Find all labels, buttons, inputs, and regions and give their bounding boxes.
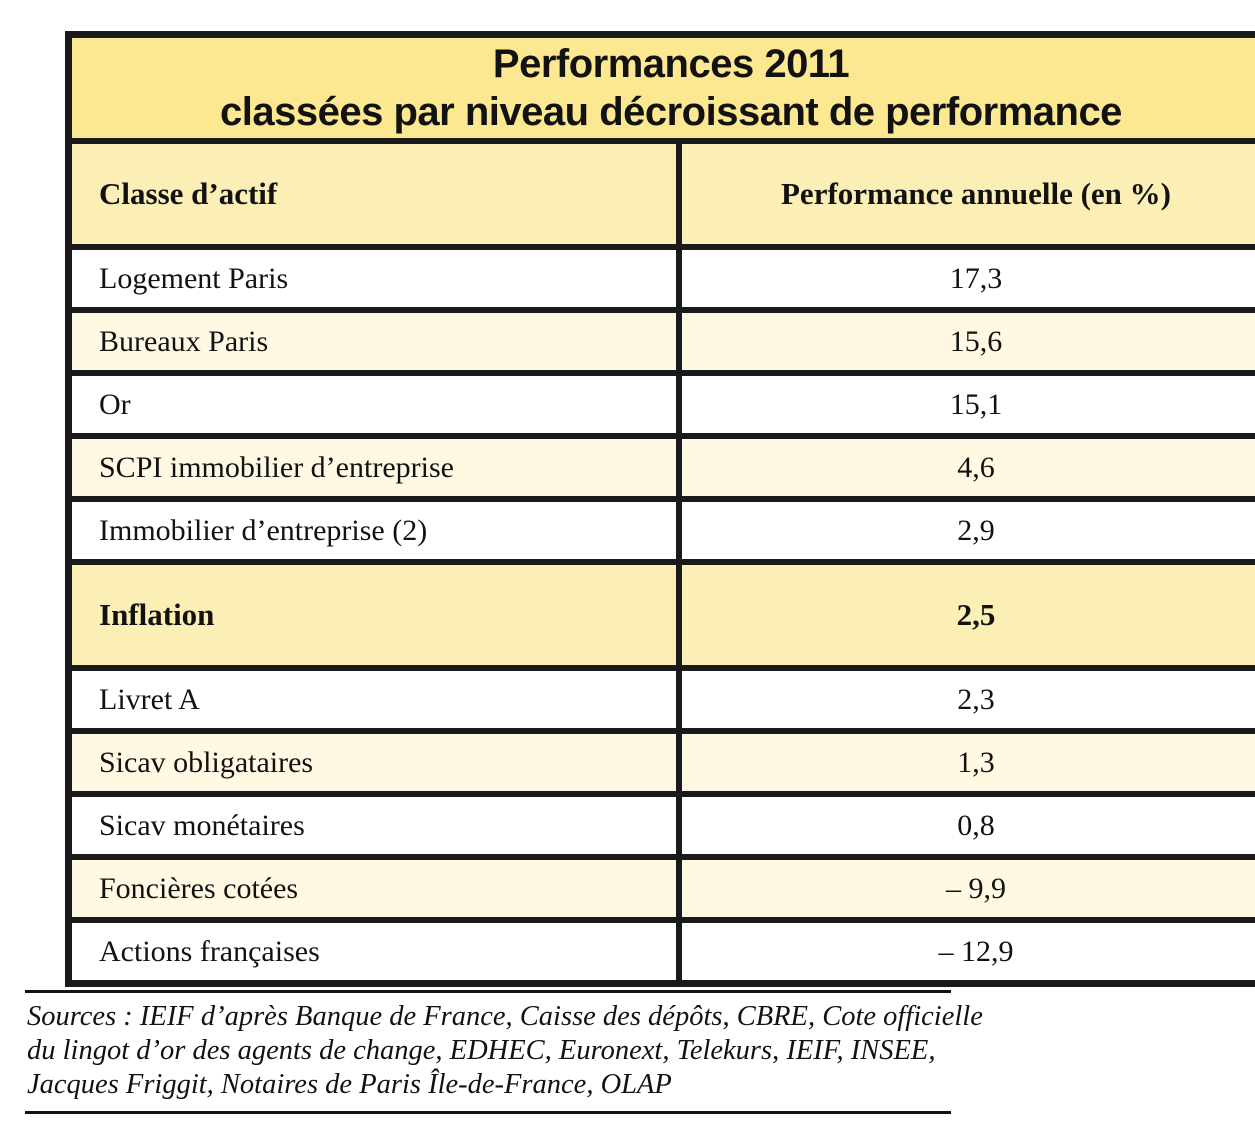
table-body: Logement Paris 17,3 Bureaux Paris 15,6 O… [72, 244, 1255, 980]
table-title-line1: Performances 2011 [492, 42, 850, 86]
table-header-row: Classe d’actif Performance annuelle (en … [72, 138, 1255, 244]
performance-value-cell: 2,9 [957, 513, 995, 547]
performance-value-cell: 2,3 [957, 682, 995, 716]
table-row: Logement Paris 17,3 [72, 244, 1255, 307]
sources-text: Sources : IEIF d’après Banque de France,… [27, 1000, 983, 1102]
performance-value-cell: 4,6 [957, 450, 995, 484]
sources-line-2: du lingot d’or des agents de change, EDH… [27, 1035, 936, 1066]
table-row: Actions françaises – 12,9 [72, 917, 1255, 980]
asset-class-cell: Bureaux Paris [72, 313, 682, 370]
table-row: SCPI immobilier d’entreprise 4,6 [72, 433, 1255, 496]
column-header-asset-class: Classe d’actif [72, 144, 682, 244]
sources-line-1: Sources : IEIF d’après Banque de France,… [27, 1001, 983, 1032]
table-row: Inflation 2,5 [72, 559, 1255, 665]
sources-bottom-rule [25, 1111, 951, 1114]
performance-value-cell: 15,1 [949, 387, 1003, 421]
asset-class-cell: Actions françaises [72, 923, 682, 980]
table-title-line2: classées par niveau décroissant de perfo… [220, 90, 1122, 134]
performance-value-cell: 15,6 [949, 324, 1003, 358]
asset-class-cell: Immobilier d’entreprise (2) [72, 502, 682, 559]
table-title: Performances 2011 classées par niveau dé… [72, 38, 1255, 138]
performance-value-cell: 0,8 [957, 808, 995, 842]
asset-class-cell: SCPI immobilier d’entreprise [72, 439, 682, 496]
table-row: Bureaux Paris 15,6 [72, 307, 1255, 370]
asset-class-cell: Sicav monétaires [72, 797, 682, 854]
table-row: Sicav monétaires 0,8 [72, 791, 1255, 854]
sources-top-rule [25, 990, 951, 993]
sources-block: Sources : IEIF d’après Banque de France,… [25, 990, 983, 1114]
asset-class-cell: Foncières cotées [72, 860, 682, 917]
performance-value-cell: – 9,9 [946, 871, 1006, 905]
asset-class-cell: Sicav obligataires [72, 734, 682, 791]
performance-value-cell: 2,5 [956, 597, 996, 632]
performance-value-cell: 1,3 [957, 745, 995, 779]
asset-class-cell: Inflation [72, 565, 682, 665]
sources-line-3: Jacques Friggit, Notaires de Paris Île-d… [27, 1069, 672, 1100]
table-row: Immobilier d’entreprise (2) 2,9 [72, 496, 1255, 559]
performance-table: Performances 2011 classées par niveau dé… [65, 31, 1255, 987]
asset-class-cell: Logement Paris [72, 250, 682, 307]
table-row: Sicav obligataires 1,3 [72, 728, 1255, 791]
performance-value-cell: – 12,9 [938, 934, 1014, 968]
asset-class-cell: Or [72, 376, 682, 433]
table-row: Livret A 2,3 [72, 665, 1255, 728]
performance-value-cell: 17,3 [949, 261, 1003, 295]
asset-class-cell: Livret A [72, 671, 682, 728]
table-row: Or 15,1 [72, 370, 1255, 433]
column-header-annual-performance: Performance annuelle (en %) [781, 176, 1171, 211]
table-row: Foncières cotées – 9,9 [72, 854, 1255, 917]
